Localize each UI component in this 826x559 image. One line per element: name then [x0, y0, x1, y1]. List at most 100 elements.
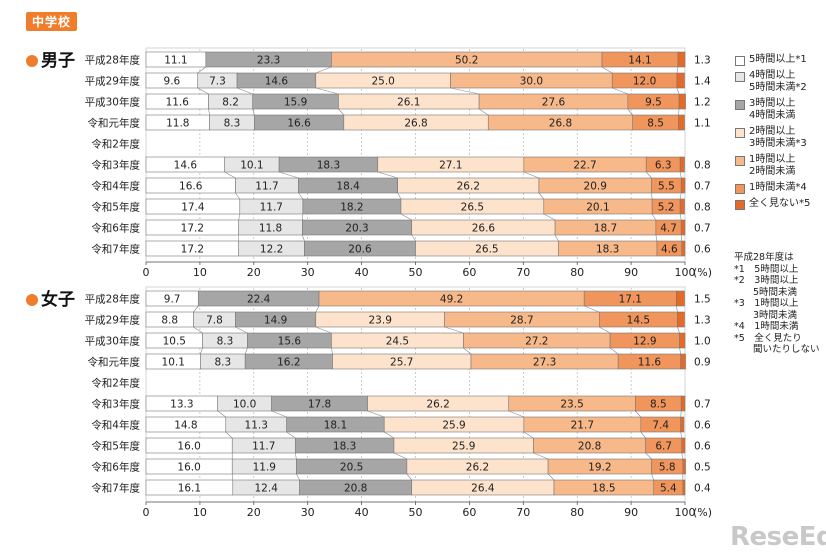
- data-label: 12.9: [633, 336, 656, 348]
- connector-line: [252, 108, 255, 116]
- data-label: 17.4: [181, 202, 205, 214]
- school-level-badge: 中学校: [26, 12, 78, 31]
- data-label: 27.2: [525, 336, 548, 348]
- category-label: 令和2年度: [91, 138, 140, 151]
- connector-line: [678, 108, 680, 116]
- connector-line: [315, 305, 320, 313]
- data-label: 5.8: [659, 462, 676, 474]
- connector-line: [302, 234, 305, 242]
- data-label-right: 1.4: [694, 76, 711, 88]
- data-label: 26.5: [475, 244, 498, 256]
- data-label: 18.7: [594, 223, 617, 235]
- data-label: 16.0: [177, 441, 200, 453]
- data-label: 8.8: [161, 315, 178, 327]
- data-label-right: 1.3: [694, 55, 711, 67]
- data-label: 8.2: [222, 97, 239, 109]
- data-label: 20.6: [348, 244, 372, 256]
- data-label: 25.9: [442, 420, 465, 432]
- data-label: 16.2: [277, 357, 300, 369]
- connector-line: [680, 431, 683, 439]
- data-label: 30.0: [520, 76, 543, 88]
- data-label: 10.1: [240, 160, 263, 172]
- data-label: 18.1: [324, 420, 347, 432]
- data-label: 8.3: [214, 357, 231, 369]
- legend-item: 3時間以上 4時間未満: [735, 98, 819, 122]
- connector-line: [367, 410, 385, 418]
- connector-line: [651, 473, 655, 481]
- x-tick-label: 40: [355, 506, 369, 519]
- connector-line: [315, 66, 332, 74]
- data-label: 23.9: [369, 315, 392, 327]
- data-label: 14.6: [174, 160, 198, 172]
- bullet-dot-icon: [26, 294, 38, 306]
- chart-legend: 5時間以上*1 4時間以上 5時間未満*2 3時間以上 4時間未満 2時間以上 3時間…: [735, 54, 819, 214]
- connector-line: [599, 326, 611, 334]
- connector-line: [655, 234, 658, 242]
- category-label: 令和3年度: [91, 159, 140, 172]
- connector-line: [200, 347, 203, 355]
- data-label: 16.6: [287, 118, 311, 130]
- data-label: 10.1: [162, 357, 185, 369]
- data-label: 20.8: [578, 441, 601, 453]
- data-label: 7.3: [209, 76, 226, 88]
- data-label: 12.4: [255, 483, 279, 495]
- legend-label: 5時間以上*1: [749, 54, 807, 65]
- x-tick-label: 90: [624, 266, 638, 279]
- category-label: 平成28年度: [85, 293, 141, 306]
- connector-line: [463, 347, 472, 355]
- category-label: 令和7年度: [91, 482, 140, 495]
- x-tick-label: 40: [355, 266, 369, 279]
- x-tick-label: 20: [247, 506, 261, 519]
- data-label: 11.1: [164, 55, 187, 67]
- legend-label: 1時間以上 2時間未満: [749, 154, 796, 177]
- x-unit-label: (%): [693, 506, 712, 519]
- data-label: 5.2: [658, 202, 675, 214]
- data-label: 11.6: [166, 97, 190, 109]
- connector-line: [298, 192, 304, 200]
- bullet-dot-icon: [26, 55, 38, 67]
- data-label: 17.1: [619, 294, 642, 306]
- connector-line: [679, 192, 682, 200]
- connector-line: [677, 326, 680, 334]
- category-label: 令和5年度: [91, 201, 140, 214]
- data-label: 18.3: [596, 244, 619, 256]
- category-label: 平成30年度: [85, 335, 141, 348]
- connector-line: [450, 87, 480, 95]
- legend-item: 1時間未満*4: [735, 182, 819, 194]
- data-label: 11.3: [245, 420, 268, 432]
- data-label: 24.5: [386, 336, 409, 348]
- data-label: 21.7: [571, 420, 594, 432]
- connector-line: [244, 347, 248, 355]
- category-label: 平成30年度: [85, 96, 141, 109]
- x-tick-label: 30: [301, 506, 315, 519]
- data-label: 27.1: [439, 160, 462, 172]
- category-label: 令和4年度: [91, 419, 140, 432]
- connector-line: [523, 431, 534, 439]
- connector-line: [338, 108, 345, 116]
- data-label: 14.6: [265, 76, 289, 88]
- data-label: 12.2: [260, 244, 283, 256]
- bar-segment: [680, 395, 686, 412]
- connector-line: [302, 213, 304, 221]
- data-label-right: 0.7: [694, 181, 711, 193]
- connector-line: [315, 87, 339, 95]
- bar-segment: [677, 51, 686, 68]
- data-label: 17.2: [181, 223, 204, 235]
- connector-line: [676, 87, 680, 95]
- connector-line: [645, 452, 652, 460]
- data-label: 14.9: [264, 315, 287, 327]
- data-label: 25.7: [390, 357, 413, 369]
- data-label: 8.3: [224, 118, 241, 130]
- data-label: 14.1: [628, 55, 651, 67]
- connector-line: [315, 326, 332, 334]
- data-label: 11.9: [253, 462, 276, 474]
- connector-line: [235, 326, 248, 334]
- data-label: 18.3: [317, 160, 340, 172]
- data-label: 49.2: [440, 294, 463, 306]
- legend-swatch: [735, 184, 745, 194]
- data-label-right: 0.8: [694, 202, 711, 214]
- data-label: 20.3: [345, 223, 368, 235]
- bar-segment: [680, 219, 686, 236]
- data-label: 20.8: [344, 483, 367, 495]
- x-unit-label: (%): [693, 266, 712, 279]
